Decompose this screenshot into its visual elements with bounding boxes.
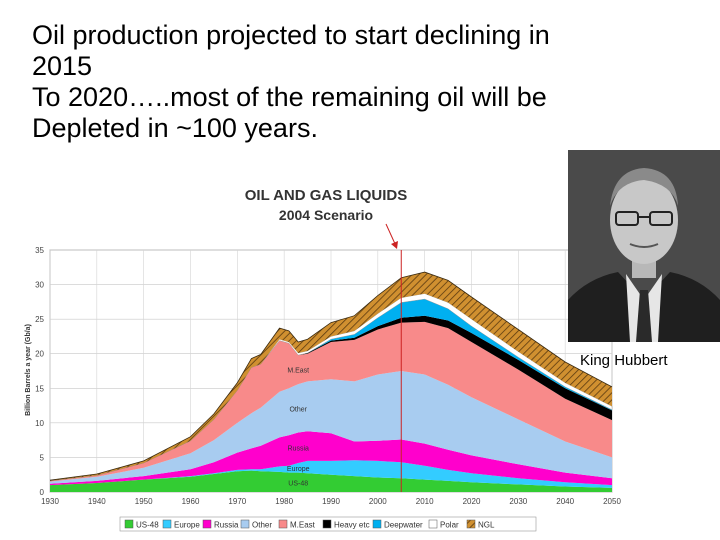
x-tick-label: 1970 (228, 497, 246, 506)
headline-line-4: Depleted in ~100 years. (32, 113, 318, 143)
legend-label: US-48 (136, 521, 159, 530)
x-tick-label: 2010 (416, 497, 434, 506)
headline-line-3: To 2020…..most of the remaining oil will… (32, 82, 547, 112)
x-tick-label: 2000 (369, 497, 387, 506)
area-label: Europe (287, 466, 310, 473)
total-outline (49, 271, 613, 481)
chart-title: OIL AND GAS LIQUIDS (245, 187, 408, 204)
legend-label: Russia (214, 521, 239, 530)
legend-swatch (202, 519, 212, 529)
series-area-russia (50, 431, 612, 486)
legend-swatch (240, 519, 250, 529)
legend-swatch (372, 519, 382, 529)
x-tick-label: 1980 (275, 497, 293, 506)
series-area-europe (50, 460, 612, 488)
headline-line-1: Oil production projected to start declin… (32, 20, 550, 50)
y-tick-label: 0 (40, 488, 45, 497)
x-tick-label: 1960 (182, 497, 200, 506)
x-tick-label: 2020 (463, 497, 481, 506)
legend-swatch (162, 519, 172, 529)
x-tick-label: 2050 (603, 497, 621, 506)
peak-arrow-head (391, 241, 398, 249)
y-tick-label: 35 (35, 246, 44, 255)
y-tick-label: 15 (35, 384, 44, 393)
legend-label: Europe (174, 521, 200, 530)
y-axis-label: Billion Barrels a year (Gb/a) (25, 324, 32, 416)
area-label: Other (289, 406, 307, 413)
peak-arrow (385, 223, 397, 247)
x-tick-label: 2030 (509, 497, 527, 506)
king-hubbert-portrait (568, 150, 720, 342)
x-tick-label: 2040 (556, 497, 574, 506)
x-tick-label: 1940 (88, 497, 106, 506)
chart-subtitle: 2004 Scenario (279, 207, 373, 223)
series-area-m-east (50, 321, 612, 482)
y-tick-label: 5 (40, 453, 45, 462)
legend-label: Deepwater (384, 521, 423, 530)
area-label: Russia (288, 446, 310, 453)
portrait-caption: King Hubbert (580, 352, 668, 369)
legend-swatch (124, 519, 134, 529)
series-area-other (50, 371, 612, 484)
legend-label: Polar (440, 521, 459, 530)
legend-swatch (428, 519, 438, 529)
headline: Oil production projected to start declin… (32, 20, 692, 144)
legend-label: NGL (478, 521, 495, 530)
headline-line-2: 2015 (32, 51, 93, 81)
y-tick-label: 30 (35, 281, 44, 290)
series-area-us-48 (50, 470, 612, 492)
legend-label: Other (252, 521, 272, 530)
series-area-polar (49, 293, 613, 482)
x-tick-label: 1950 (135, 497, 153, 506)
y-tick-label: 25 (35, 315, 44, 324)
area-label: M.East (287, 368, 309, 375)
x-tick-label: 1990 (322, 497, 340, 506)
legend-label: Heavy etc (334, 521, 370, 530)
legend-swatch (466, 519, 476, 529)
x-tick-label: 1930 (41, 497, 59, 506)
legend-swatch (278, 519, 288, 529)
legend-swatch (322, 519, 332, 529)
y-tick-label: 10 (35, 419, 44, 428)
legend-label: M.East (290, 521, 316, 530)
y-tick-label: 20 (35, 350, 44, 359)
area-label: US-48 (288, 480, 308, 487)
